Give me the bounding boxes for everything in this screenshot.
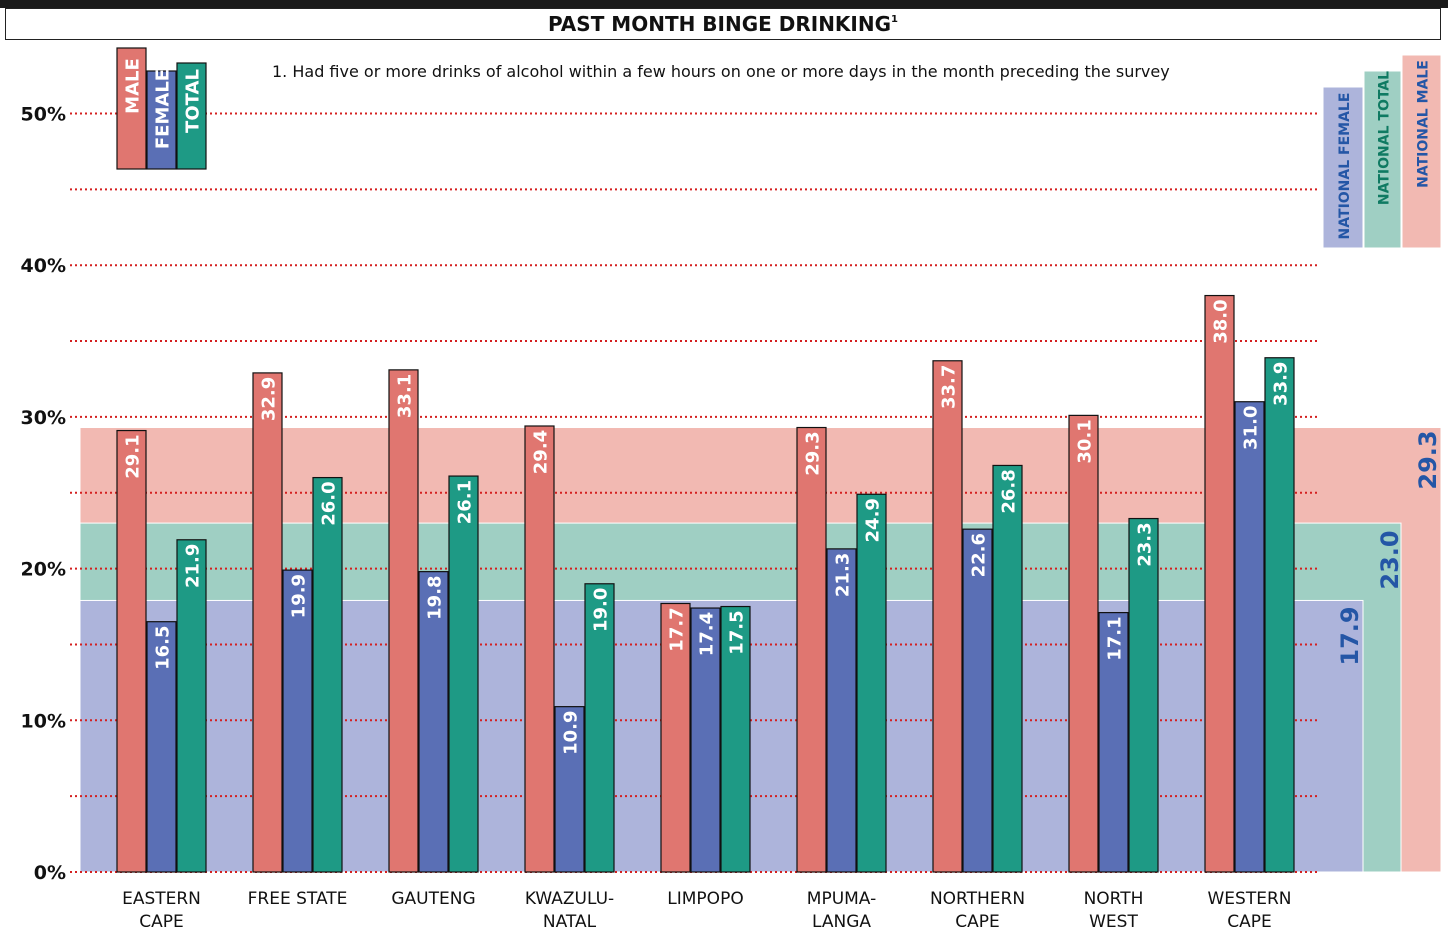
category-label: FREE STATE bbox=[248, 889, 348, 909]
footnote: 1. Had five or more drinks of alcohol wi… bbox=[272, 62, 1170, 81]
category-label: CAPE bbox=[1227, 912, 1272, 931]
bar-male bbox=[116, 429, 147, 873]
bar-total bbox=[448, 475, 479, 873]
bar-total bbox=[992, 464, 1023, 873]
bar-value-label: 33.7 bbox=[939, 365, 960, 409]
bar-value-label: 19.9 bbox=[289, 574, 310, 618]
legend-female-label: FEMALE bbox=[153, 69, 174, 149]
bar-value-label: 33.9 bbox=[1271, 362, 1292, 406]
y-tick-label: 10% bbox=[21, 710, 66, 732]
top-strip-notch bbox=[126, 0, 134, 14]
national-male-value: 29.3 bbox=[1414, 430, 1442, 489]
bar-female bbox=[554, 706, 585, 873]
bar-male bbox=[1068, 414, 1099, 873]
category-label: CAPE bbox=[955, 912, 1000, 931]
category-label: NATAL bbox=[543, 912, 597, 931]
bar-value-label: 31.0 bbox=[1241, 406, 1262, 450]
bar-value-label: 33.1 bbox=[395, 374, 416, 418]
bar-value-label: 26.0 bbox=[319, 481, 340, 525]
bar-value-label: 32.9 bbox=[259, 377, 280, 421]
y-tick-label: 30% bbox=[21, 407, 66, 429]
category-label: LIMPOPO bbox=[667, 889, 743, 909]
bar-value-label: 16.5 bbox=[153, 625, 174, 669]
bar-female bbox=[282, 569, 313, 873]
bar-value-label: 17.1 bbox=[1105, 616, 1126, 660]
bar-value-label: 30.1 bbox=[1075, 419, 1096, 463]
bar-value-label: 10.9 bbox=[561, 710, 582, 754]
category-label: WEST bbox=[1089, 912, 1138, 931]
bar-male bbox=[388, 369, 419, 873]
top-strip bbox=[0, 0, 1448, 14]
national-male-legend-column bbox=[1401, 54, 1442, 249]
bar-male bbox=[660, 602, 691, 873]
bar-value-label: 22.6 bbox=[969, 533, 990, 577]
title-footnote-marker: 1 bbox=[891, 14, 898, 25]
bar-female bbox=[146, 621, 177, 873]
bar-female bbox=[418, 571, 449, 873]
bar-value-label: 29.4 bbox=[531, 430, 552, 474]
bar-value-label: 17.5 bbox=[727, 610, 748, 654]
category-label: EASTERN bbox=[122, 889, 201, 909]
national-female-legend-column bbox=[1322, 86, 1364, 249]
y-tick-label: 20% bbox=[21, 559, 66, 581]
bar-value-label: 26.8 bbox=[999, 469, 1020, 513]
bar-value-label: 24.9 bbox=[863, 498, 884, 542]
bar-female bbox=[690, 607, 721, 873]
bar-female bbox=[1234, 401, 1265, 873]
legend-total-label: TOTAL bbox=[183, 69, 204, 133]
bar-total bbox=[584, 583, 615, 873]
national-female-label: NATIONAL FEMALE bbox=[1337, 93, 1353, 240]
legend-male-label: MALE bbox=[123, 58, 144, 114]
bar-total bbox=[1128, 517, 1159, 873]
chart-title-text: PAST MONTH BINGE DRINKING bbox=[547, 12, 892, 36]
bar-male bbox=[932, 360, 963, 873]
bar-total bbox=[312, 476, 343, 873]
legend-total-swatch bbox=[176, 62, 207, 170]
bar-value-label: 26.1 bbox=[455, 480, 476, 524]
bar-total bbox=[1264, 357, 1295, 873]
legend-female-swatch bbox=[146, 70, 177, 170]
bar-value-label: 29.3 bbox=[803, 431, 824, 475]
category-label: NORTH bbox=[1084, 889, 1144, 909]
national-total-legend-column bbox=[1363, 70, 1402, 249]
y-tick-label: 50% bbox=[21, 104, 66, 126]
y-tick-label: 40% bbox=[21, 255, 66, 277]
bar-value-label: 19.8 bbox=[425, 575, 446, 619]
bar-female bbox=[1098, 611, 1129, 873]
national-total-value: 23.0 bbox=[1376, 530, 1404, 589]
bar-value-label: 38.0 bbox=[1211, 299, 1232, 343]
category-label: NORTHERN bbox=[930, 889, 1025, 909]
legend-male-swatch bbox=[116, 47, 147, 170]
bar-value-label: 17.7 bbox=[667, 607, 688, 651]
bar-total bbox=[720, 605, 751, 873]
bar-value-label: 21.9 bbox=[183, 544, 204, 588]
bar-female bbox=[962, 528, 993, 873]
category-label: CAPE bbox=[139, 912, 184, 931]
category-label: GAUTENG bbox=[391, 889, 475, 909]
national-total-label: NATIONAL TOTAL bbox=[1377, 71, 1393, 205]
category-label: MPUMA- bbox=[807, 889, 876, 909]
bar-value-label: 17.4 bbox=[697, 612, 718, 656]
category-label: KWAZULU- bbox=[525, 889, 614, 909]
bar-total bbox=[856, 493, 887, 873]
bar-value-label: 23.3 bbox=[1135, 522, 1156, 566]
bar-male bbox=[524, 425, 555, 873]
y-tick-label: 0% bbox=[34, 862, 66, 884]
bar-total bbox=[176, 539, 207, 873]
bar-value-label: 19.0 bbox=[591, 588, 612, 632]
bar-female bbox=[826, 548, 857, 873]
bar-male bbox=[1204, 294, 1235, 873]
bar-value-label: 21.3 bbox=[833, 553, 854, 597]
national-male-label: NATIONAL MALE bbox=[1416, 60, 1432, 188]
bar-male bbox=[252, 372, 283, 873]
bar-male bbox=[796, 426, 827, 873]
chart-title: PAST MONTH BINGE DRINKING1 bbox=[5, 8, 1441, 40]
category-label: WESTERN bbox=[1208, 889, 1292, 909]
category-label: LANGA bbox=[812, 912, 871, 931]
bar-value-label: 29.1 bbox=[123, 434, 144, 478]
national-female-value: 17.9 bbox=[1336, 606, 1364, 665]
